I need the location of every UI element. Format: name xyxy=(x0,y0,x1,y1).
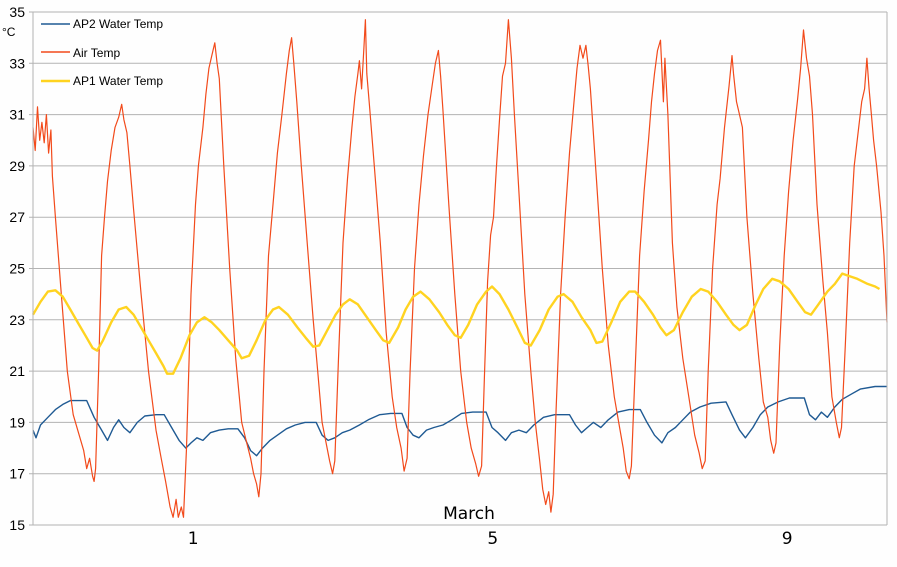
y-tick-label: 27 xyxy=(9,209,25,225)
y-tick-label: 17 xyxy=(9,466,25,482)
y-axis-unit-label: °C xyxy=(2,25,16,39)
legend-label-ap2: AP2 Water Temp xyxy=(73,17,163,31)
x-tick-label: 5 xyxy=(487,529,498,549)
y-tick-label: 33 xyxy=(9,55,25,71)
y-tick-label: 25 xyxy=(9,261,25,277)
x-tick-label: 1 xyxy=(188,529,199,549)
x-axis-tick-labels: 1 5 9 xyxy=(188,529,793,549)
y-tick-label: 23 xyxy=(9,312,25,328)
plot-border xyxy=(32,12,888,526)
series-ap2-water-temp xyxy=(32,385,887,457)
y-tick-label: 35 xyxy=(9,4,25,20)
legend-label-air: Air Temp xyxy=(73,46,120,60)
legend-item-ap1: AP1 Water Temp xyxy=(41,74,163,88)
gridlines xyxy=(29,11,887,526)
legend-item-air: Air Temp xyxy=(41,46,120,60)
data-series xyxy=(31,19,888,518)
y-tick-label: 19 xyxy=(9,414,25,430)
x-tick-label: 9 xyxy=(782,529,793,549)
y-tick-label: 31 xyxy=(9,107,25,123)
y-tick-label: 21 xyxy=(9,363,25,379)
legend-item-ap2: AP2 Water Temp xyxy=(41,17,163,31)
series-ap1-water-temp xyxy=(31,272,881,375)
legend: AP2 Water Temp Air Temp AP1 Water Temp xyxy=(41,17,163,88)
y-tick-label: 15 xyxy=(9,517,25,533)
y-axis-tick-labels: 15 17 19 21 23 25 27 29 31 33 35 xyxy=(9,4,25,533)
x-axis-month-label: March xyxy=(443,504,495,524)
legend-label-ap1: AP1 Water Temp xyxy=(73,74,163,88)
y-tick-label: 29 xyxy=(9,158,25,174)
series-air-temp xyxy=(32,19,888,518)
